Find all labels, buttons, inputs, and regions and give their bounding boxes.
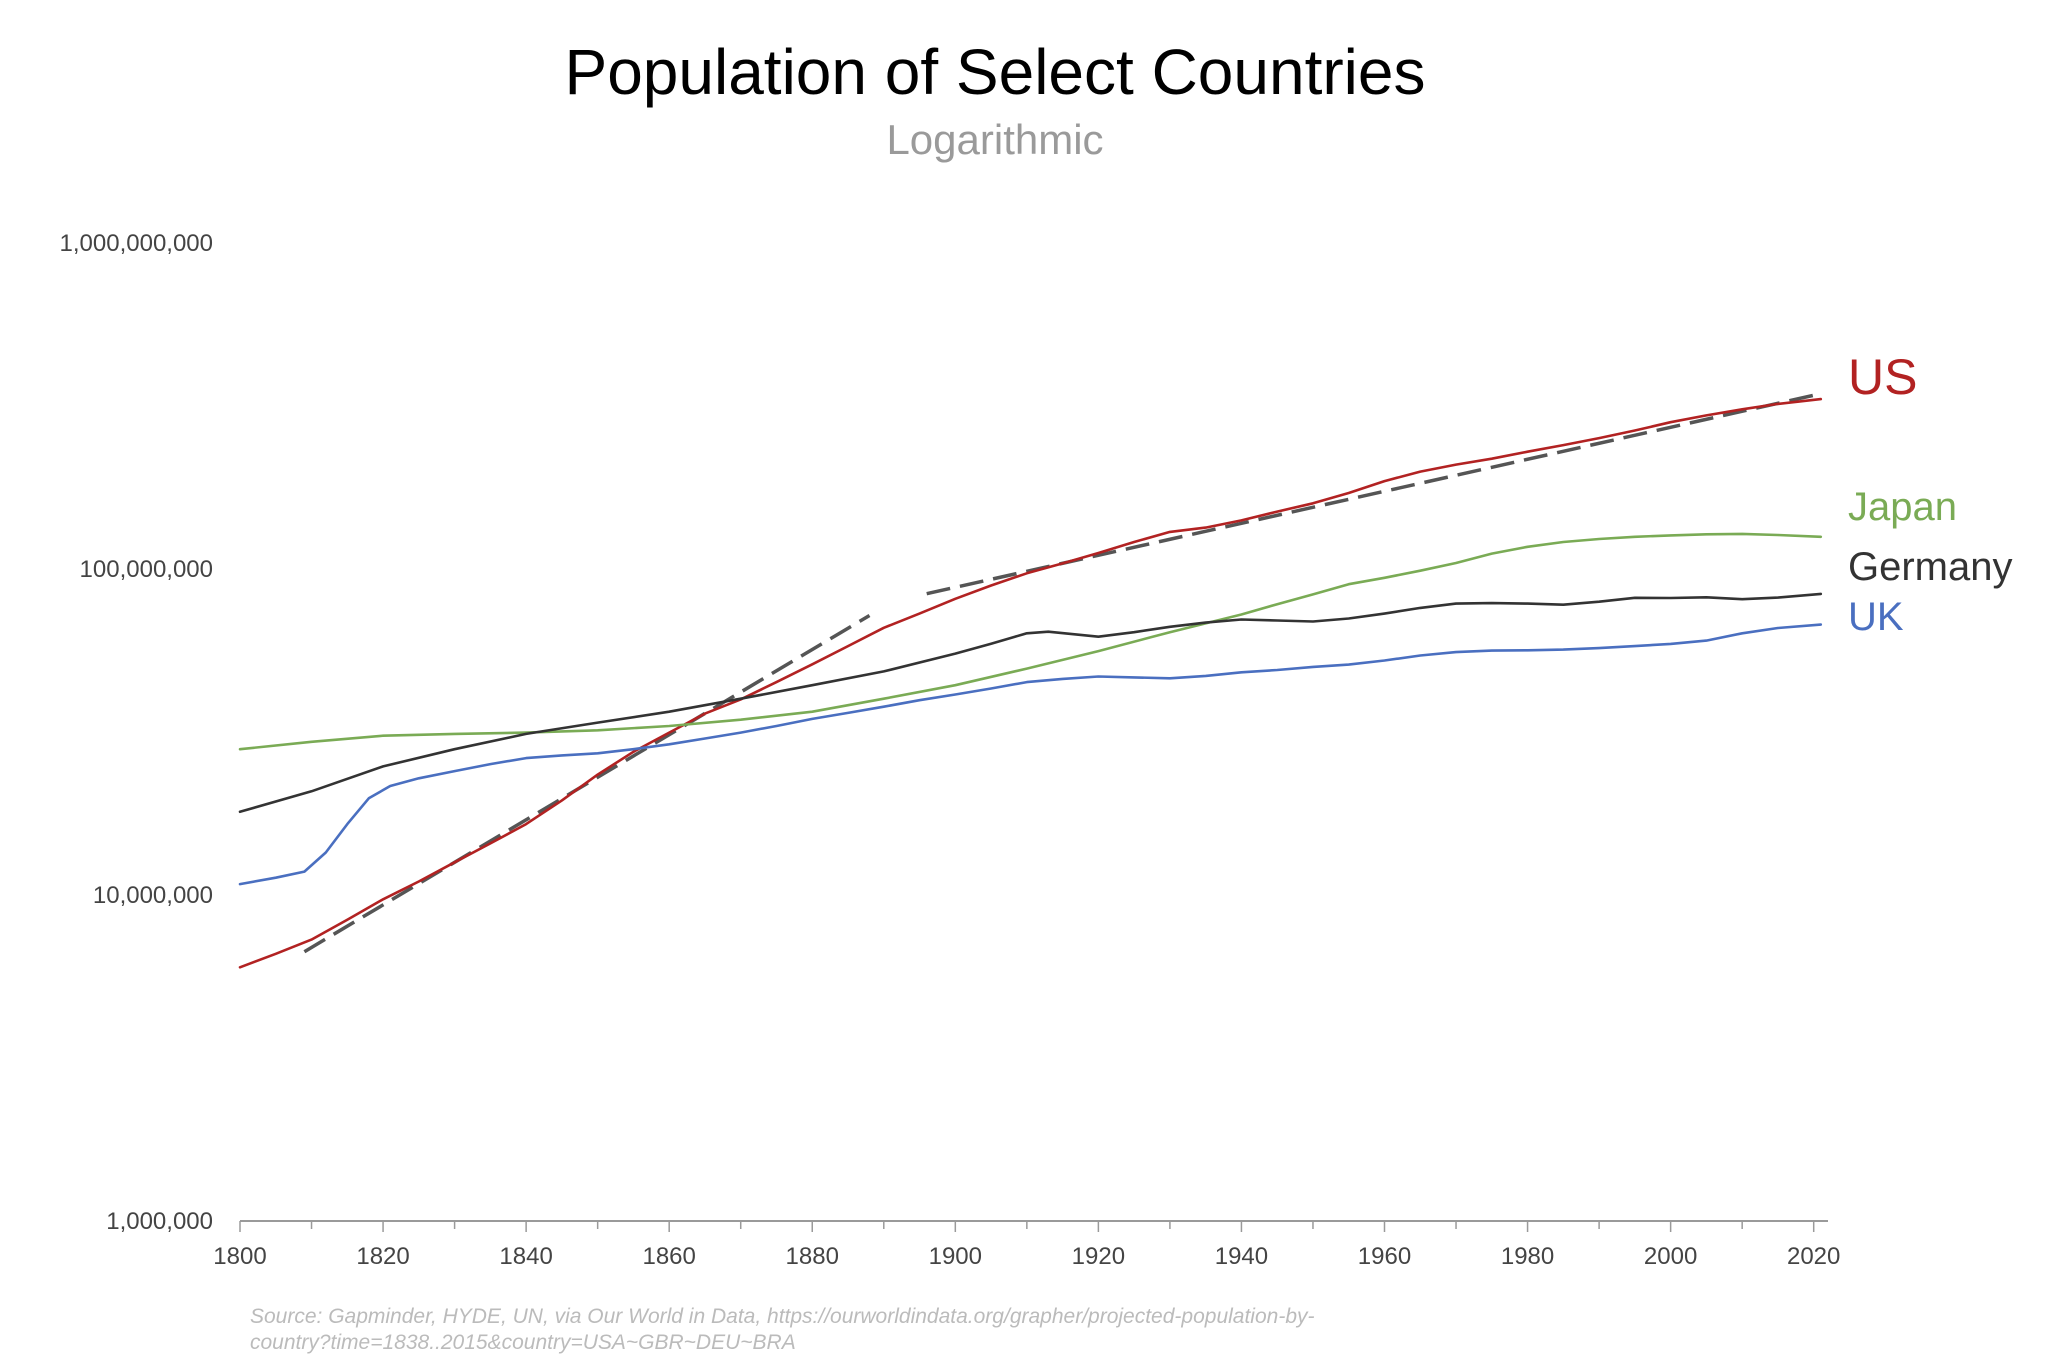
- y-tick-label: 100,000,000: [80, 556, 213, 583]
- y-tick-label: 1,000,000: [106, 1208, 213, 1235]
- x-tick-label: 1800: [213, 1243, 266, 1270]
- x-tick-label: 2020: [1787, 1243, 1840, 1270]
- series-label-uk: UK: [1848, 595, 1904, 639]
- series-line-germany: [238, 592, 1823, 814]
- x-tick-label: 1840: [499, 1243, 552, 1270]
- series-line-us: [238, 397, 1823, 969]
- x-tick-label: 1920: [1072, 1243, 1125, 1270]
- series-label-us: US: [1848, 349, 1917, 405]
- series-lines: [238, 397, 1823, 969]
- plot-area: 1800 1820 1840 1860 1880 1900 1920 1940 1960 1980…: [60, 230, 2013, 1270]
- y-tick-label: 10,000,000: [93, 882, 213, 909]
- y-tick-label: 1,000,000,000: [60, 230, 213, 257]
- y-axis: 1,000,000 10,000,000 100,000,000 1,000,000,…: [60, 230, 213, 1235]
- series-labels: US Japan Germany UK: [1848, 349, 2013, 639]
- x-tick-label: 1980: [1501, 1243, 1554, 1270]
- series-label-japan: Japan: [1848, 485, 1957, 529]
- source-line-1: Source: Gapminder, HYDE, UN, via Our Wor…: [250, 1305, 1315, 1328]
- series-line-japan: [238, 532, 1823, 751]
- chart-title: Population of Select Countries: [565, 36, 1426, 108]
- source-line-2: country?time=1838..2015&country=USA~GBR~…: [250, 1331, 796, 1354]
- chart-subtitle: Logarithmic: [886, 116, 1103, 163]
- x-tick-label: 1860: [642, 1243, 695, 1270]
- x-tick-label: 1960: [1358, 1243, 1411, 1270]
- x-tick-label: 1940: [1215, 1243, 1268, 1270]
- x-axis: 1800 1820 1840 1860 1880 1900 1920 1940 1960 1980…: [213, 1221, 1840, 1270]
- series-line-uk: [238, 623, 1823, 886]
- x-tick-label: 1900: [929, 1243, 982, 1270]
- x-tick-label: 2000: [1644, 1243, 1697, 1270]
- trend-lines: [303, 391, 1822, 954]
- series-label-germany: Germany: [1848, 545, 2013, 589]
- source-note: Source: Gapminder, HYDE, UN, via Our Wor…: [250, 1305, 1315, 1354]
- x-tick-label: 1880: [786, 1243, 839, 1270]
- x-tick-label: 1820: [356, 1243, 409, 1270]
